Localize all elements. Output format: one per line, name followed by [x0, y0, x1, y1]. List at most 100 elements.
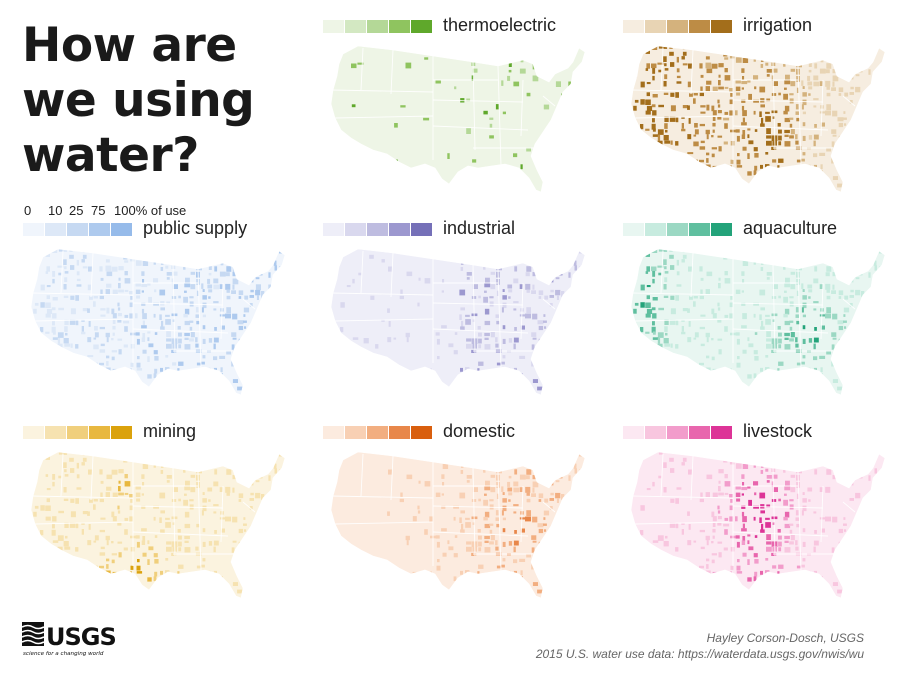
county-cell — [52, 540, 59, 543]
county-cell — [803, 46, 809, 50]
county-cell — [813, 81, 820, 87]
county-cell — [735, 289, 741, 294]
county-cell — [268, 589, 271, 592]
county-cell — [886, 291, 890, 296]
county-cell — [123, 547, 128, 551]
county-cell — [556, 565, 562, 570]
county-cell — [52, 577, 55, 583]
county-cell — [729, 452, 735, 453]
county-cell — [172, 362, 177, 366]
county-cell — [129, 291, 134, 295]
county-cell — [735, 463, 742, 469]
county-cell — [886, 355, 890, 359]
us-outline — [631, 452, 885, 598]
county-cell — [142, 261, 149, 266]
county-cell — [490, 474, 496, 478]
county-cell — [640, 530, 644, 536]
county-cell — [849, 391, 854, 395]
county-cell — [856, 110, 861, 116]
county-cell — [136, 571, 143, 574]
county-cell — [454, 332, 458, 335]
county-cell — [70, 468, 75, 473]
state-border — [520, 282, 524, 340]
county-cell — [735, 516, 738, 522]
county-cell — [844, 123, 847, 126]
county-cell — [631, 141, 632, 146]
us-border — [30, 451, 286, 599]
state-border — [90, 252, 94, 298]
county-cell — [545, 195, 549, 198]
county-cell — [238, 528, 244, 534]
county-cell — [784, 374, 787, 378]
county-cell — [687, 362, 693, 366]
county-cell — [88, 321, 91, 327]
color-ramp-swatch — [23, 223, 44, 236]
county-cell — [99, 266, 103, 272]
panel-public-supply: public supply — [23, 218, 293, 423]
county-cell — [100, 398, 102, 401]
county-cell — [81, 259, 85, 263]
county-cell — [160, 529, 165, 534]
county-cell — [64, 356, 70, 363]
county-cell — [112, 492, 118, 497]
county-cell — [279, 289, 283, 294]
county-cell — [543, 541, 547, 546]
county-cell — [772, 487, 778, 492]
county-cell — [640, 81, 645, 88]
county-cell — [340, 327, 344, 333]
county-cell — [657, 159, 661, 164]
county-cell — [736, 159, 741, 165]
county-cell — [844, 295, 849, 300]
state-border — [31, 495, 134, 499]
county-cell — [790, 534, 795, 541]
county-cell — [184, 577, 187, 581]
county-cell — [238, 249, 241, 250]
county-cell — [141, 493, 144, 496]
county-cell — [520, 570, 523, 576]
county-cell — [772, 57, 778, 60]
county-cell — [849, 100, 853, 104]
state-border — [842, 501, 856, 513]
county-cell — [543, 517, 546, 520]
county-cell — [880, 313, 884, 319]
county-cell — [178, 361, 184, 366]
county-cell — [867, 117, 874, 122]
state-borders — [631, 453, 856, 573]
county-cell — [64, 367, 70, 371]
county-cell — [70, 308, 76, 315]
county-cell — [255, 480, 260, 483]
county-cell — [777, 529, 781, 533]
county-cell — [489, 123, 493, 128]
county-cell — [483, 468, 486, 473]
county-cell — [687, 152, 694, 155]
county-cell — [129, 249, 135, 250]
color-ramp-swatch — [389, 20, 410, 33]
county-cell — [87, 337, 92, 343]
county-cell — [742, 391, 746, 395]
county-cell — [646, 170, 653, 176]
county-cell — [681, 56, 685, 60]
county-cell — [790, 331, 795, 338]
county-cell — [100, 480, 104, 484]
county-cell — [63, 259, 67, 265]
county-cell — [754, 195, 759, 198]
county-cell — [141, 505, 146, 509]
county-cell — [784, 50, 791, 55]
county-cell — [783, 452, 787, 455]
county-cell — [706, 540, 709, 546]
county-cell — [699, 92, 704, 97]
county-cell — [484, 577, 487, 581]
county-cell — [513, 301, 519, 304]
county-cell — [268, 284, 271, 290]
panel-mining: mining — [23, 421, 293, 626]
county-cell — [735, 486, 741, 490]
county-cell — [65, 602, 69, 604]
county-cell — [31, 391, 33, 395]
county-cell — [741, 540, 746, 545]
county-cell — [855, 373, 861, 377]
county-cell — [682, 308, 688, 312]
state-border — [732, 531, 829, 537]
county-cell — [874, 540, 880, 544]
county-cell — [87, 284, 91, 291]
county-cell — [196, 523, 200, 528]
